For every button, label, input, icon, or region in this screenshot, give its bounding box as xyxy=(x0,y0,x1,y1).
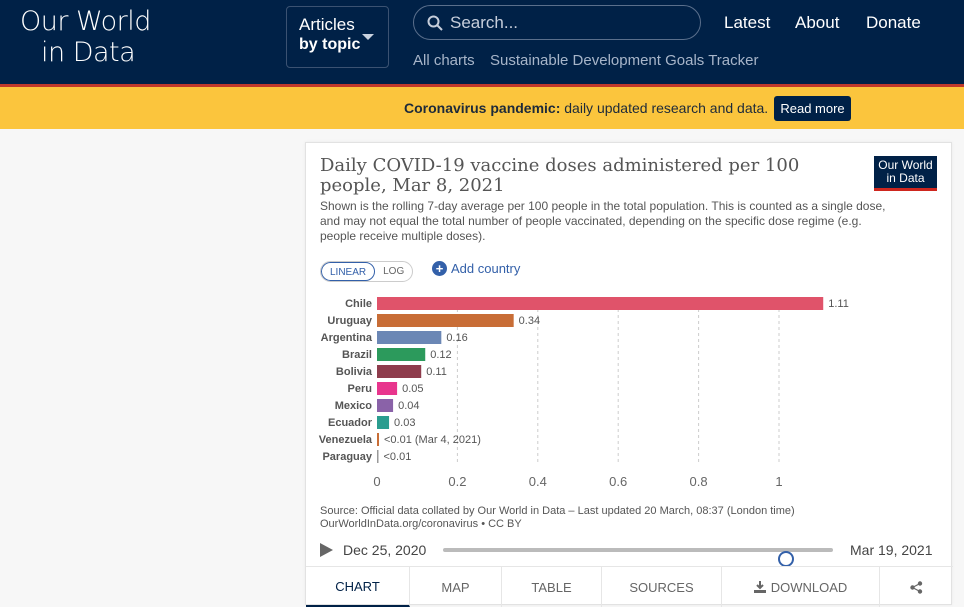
country-label: Ecuador xyxy=(328,417,373,429)
logo-line2: in Data xyxy=(41,37,136,68)
mini-logo-line2: in Data xyxy=(886,171,925,185)
tab-sources[interactable]: SOURCES xyxy=(602,567,722,607)
country-label: Brazil xyxy=(342,349,372,361)
nav-about[interactable]: About xyxy=(795,13,840,32)
x-tick-label: 0 xyxy=(373,474,380,489)
download-icon xyxy=(753,581,766,593)
country-label: Chile xyxy=(345,298,372,310)
country-label: Uruguay xyxy=(327,315,373,327)
value-label: <0.01 xyxy=(384,451,412,463)
header-accent-rule xyxy=(0,84,964,87)
sublink-sdg-tracker[interactable]: Sustainable Development Goals Tracker xyxy=(490,52,759,69)
bar xyxy=(377,382,398,395)
search-input[interactable] xyxy=(450,11,690,35)
country-label: Paraguay xyxy=(322,451,372,463)
bar xyxy=(377,314,514,327)
x-tick-label: 0.8 xyxy=(690,474,708,489)
value-label: 0.04 xyxy=(398,400,419,412)
value-label: 0.05 xyxy=(402,383,423,395)
play-icon[interactable] xyxy=(320,543,333,557)
scale-linear-button[interactable]: LINEAR xyxy=(321,262,376,281)
value-label: 0.12 xyxy=(430,349,451,361)
country-label: Venezuela xyxy=(319,434,373,446)
chevron-down-icon xyxy=(362,34,374,40)
banner-text: Coronavirus pandemic: daily updated rese… xyxy=(404,100,768,116)
country-label: Peru xyxy=(348,383,372,395)
tab-chart[interactable]: CHART xyxy=(306,567,410,607)
nav-latest[interactable]: Latest xyxy=(724,13,771,32)
sublink-all-charts[interactable]: All charts xyxy=(413,52,475,69)
timeline-handle[interactable] xyxy=(778,551,795,567)
share-button[interactable] xyxy=(880,567,952,607)
country-label: Mexico xyxy=(335,400,373,412)
articles-by-topic-button[interactable]: Articles by topic xyxy=(286,6,389,68)
bar xyxy=(377,433,380,446)
bar xyxy=(377,399,394,412)
chart-tabs: CHART MAP TABLE SOURCES DOWNLOAD xyxy=(306,566,953,607)
value-label: 0.11 xyxy=(426,366,447,378)
source-line2[interactable]: OurWorldInData.org/coronavirus • CC BY xyxy=(320,518,522,530)
timeline-end-label[interactable]: Mar 19, 2021 xyxy=(850,542,933,558)
banner-description: daily updated research and data. xyxy=(560,100,769,116)
logo-line1: Our World xyxy=(20,6,151,37)
tab-table[interactable]: TABLE xyxy=(502,567,602,607)
plus-circle-icon: + xyxy=(432,261,447,276)
timeline: Dec 25, 2020 Mar 19, 2021 xyxy=(320,539,940,567)
x-tick-label: 1 xyxy=(775,474,782,489)
read-more-button[interactable]: Read more xyxy=(774,96,851,121)
value-label: 0.16 xyxy=(446,332,467,344)
timeline-track[interactable] xyxy=(443,548,833,567)
x-tick-label: 0.6 xyxy=(609,474,627,489)
value-label: <0.01 (Mar 4, 2021) xyxy=(384,434,481,446)
scale-toggle: LINEAR LOG xyxy=(320,261,414,282)
share-icon xyxy=(909,580,922,594)
nav-donate[interactable]: Donate xyxy=(866,13,921,32)
chart-source: Source: Official data collated by Our Wo… xyxy=(320,505,795,531)
bar xyxy=(377,331,442,344)
country-label: Argentina xyxy=(321,332,373,344)
bar xyxy=(377,416,390,429)
site-logo[interactable]: Our World in Data xyxy=(20,6,151,68)
bar xyxy=(377,450,379,463)
value-label: 0.34 xyxy=(519,315,540,327)
tab-map[interactable]: MAP xyxy=(410,567,502,607)
scale-log-button[interactable]: LOG xyxy=(383,266,405,277)
source-line1: Source: Official data collated by Our Wo… xyxy=(320,505,795,517)
add-country-label: Add country xyxy=(451,261,521,276)
articles-label: Articles xyxy=(299,15,355,34)
bar xyxy=(377,297,824,310)
timeline-start-label[interactable]: Dec 25, 2020 xyxy=(343,542,427,558)
x-tick-label: 0.2 xyxy=(448,474,466,489)
chart-card: Daily COVID-19 vaccine doses administere… xyxy=(305,142,953,607)
x-tick-label: 0.4 xyxy=(529,474,547,489)
banner-bold: Coronavirus pandemic: xyxy=(404,100,561,116)
bar-chart: 0 0.2 0.4 0.6 0.8 1 Chile 1.11 Uruguay 0.34 Argent… xyxy=(319,297,849,489)
search-icon xyxy=(427,15,443,31)
country-label: Bolivia xyxy=(336,366,373,378)
search-box[interactable] xyxy=(413,5,701,40)
bar xyxy=(377,365,422,378)
add-country-button[interactable]: + Add country xyxy=(432,261,520,276)
download-label: DOWNLOAD xyxy=(770,579,848,595)
mini-logo-line1: Our World xyxy=(878,158,933,172)
tab-download[interactable]: DOWNLOAD xyxy=(722,567,880,607)
by-topic-label: by topic xyxy=(299,36,361,53)
chart-title: Daily COVID-19 vaccine doses administere… xyxy=(320,155,800,196)
bar xyxy=(377,348,426,361)
site-header: Our World in Data Articles by topic Late… xyxy=(0,0,964,84)
value-label: 0.03 xyxy=(394,417,415,429)
owid-mini-logo[interactable]: Our World in Data xyxy=(874,156,937,191)
value-label: 1.11 xyxy=(828,298,849,310)
chart-subtitle: Shown is the rolling 7-day average per 1… xyxy=(320,199,886,243)
